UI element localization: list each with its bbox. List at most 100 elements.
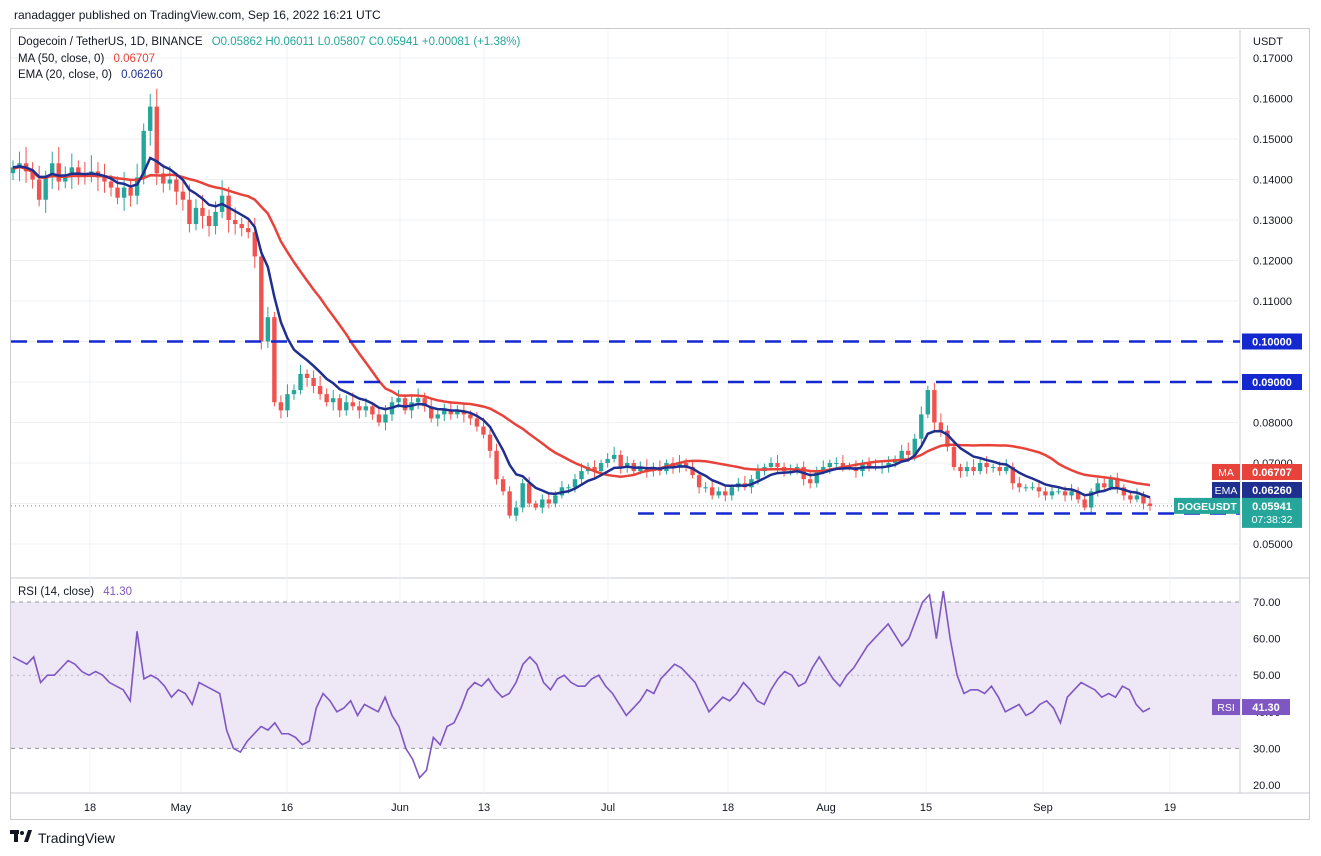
candle-body [683, 463, 689, 468]
candle [605, 453, 610, 468]
candle [311, 370, 316, 394]
ma-tag-bg [1212, 464, 1240, 480]
candle [716, 487, 721, 499]
candle-body [1036, 487, 1042, 492]
last-symbol-label: DOGEUSDT [1177, 501, 1237, 513]
candle-body [814, 471, 819, 484]
ema-20-line [12, 156, 1151, 499]
time-tick-label: 15 [920, 802, 932, 814]
candle-body [821, 467, 826, 472]
candle [304, 369, 310, 387]
price-tick-label: 0.12000 [1253, 256, 1293, 268]
price-tick-label: 0.17000 [1253, 53, 1293, 65]
candle [30, 162, 35, 189]
time-tick-label: 19 [1164, 802, 1176, 814]
candle-body [677, 463, 682, 468]
rsi-value-bg [1242, 699, 1290, 716]
candle [148, 93, 153, 146]
candle [1056, 488, 1061, 495]
candle [925, 385, 931, 419]
time-tick-label: May [171, 802, 192, 814]
candle-body [912, 438, 917, 455]
ema-label: EMA (20, close, 0) [18, 69, 112, 81]
last-symbol-bg [1174, 497, 1240, 514]
candle-body [1062, 491, 1068, 496]
candle [115, 176, 120, 205]
candle [919, 406, 924, 444]
candle-body [50, 163, 55, 178]
time-tick-label: Jun [391, 802, 409, 814]
candle-body [232, 220, 238, 225]
candle-body [1115, 479, 1120, 488]
candle-body [291, 390, 297, 395]
candle-body [448, 410, 454, 415]
tradingview-logo-icon [10, 829, 32, 846]
candle [23, 146, 29, 183]
candle-body [330, 398, 336, 403]
candle-body [500, 479, 506, 492]
candle-body [1141, 495, 1146, 504]
ema-value: 0.06260 [121, 69, 163, 81]
candle-body [1030, 487, 1035, 489]
candle-body [272, 317, 277, 403]
candle [546, 492, 552, 509]
candle-body [723, 491, 728, 496]
candle-body [958, 467, 963, 472]
rsi-label: RSI (14, close) [18, 586, 95, 598]
candle-body [252, 232, 257, 257]
candle [513, 500, 519, 522]
candle-body [278, 402, 284, 411]
candle [219, 180, 225, 219]
candle-body [115, 187, 120, 198]
candle-body [527, 483, 532, 504]
candle [376, 407, 382, 427]
candle [206, 209, 212, 237]
candle-body [1017, 483, 1022, 488]
candle-body [259, 256, 264, 342]
price-tick-label: 0.16000 [1253, 94, 1293, 106]
candle [1121, 484, 1127, 501]
candle-body [827, 463, 833, 468]
candle [102, 163, 107, 193]
candle-body [1069, 491, 1074, 496]
rsi-line [12, 590, 1151, 780]
candle-body [311, 377, 316, 387]
time-tick-label: Aug [816, 802, 836, 814]
candle [500, 475, 506, 496]
candle-body [383, 414, 388, 423]
candle-body [265, 317, 271, 342]
candle-body [709, 487, 715, 496]
candle-body [1023, 487, 1029, 489]
candle-body [148, 106, 153, 131]
candle [625, 456, 630, 473]
candle-body [36, 179, 42, 200]
candle-body [298, 373, 303, 391]
candle-body [455, 410, 460, 415]
candle-body [487, 434, 493, 451]
candle-body [154, 106, 159, 174]
candle-body [755, 471, 761, 480]
rsi-tick-label: 60.00 [1253, 634, 1281, 646]
candle-body [703, 487, 708, 489]
candle [193, 199, 199, 231]
candle [964, 461, 970, 477]
candle [618, 450, 623, 474]
candle-body [638, 467, 643, 472]
ema-legend: EMA (20, close, 0) 0.06260 [18, 69, 163, 81]
ma-legend: MA (50, close, 0) 0.06707 [18, 53, 155, 65]
candle [337, 394, 342, 418]
candle-body [938, 422, 944, 431]
candle-body [442, 410, 447, 415]
candle-body [324, 394, 329, 403]
candle-body [63, 175, 68, 182]
candle-body [246, 228, 251, 233]
candle-body [1082, 499, 1087, 508]
candle [50, 151, 55, 189]
candle [69, 153, 75, 190]
candle-body [76, 167, 81, 174]
ma-value: 0.06707 [113, 53, 156, 65]
candle [507, 486, 512, 519]
candle [834, 457, 839, 469]
candle [36, 165, 42, 207]
